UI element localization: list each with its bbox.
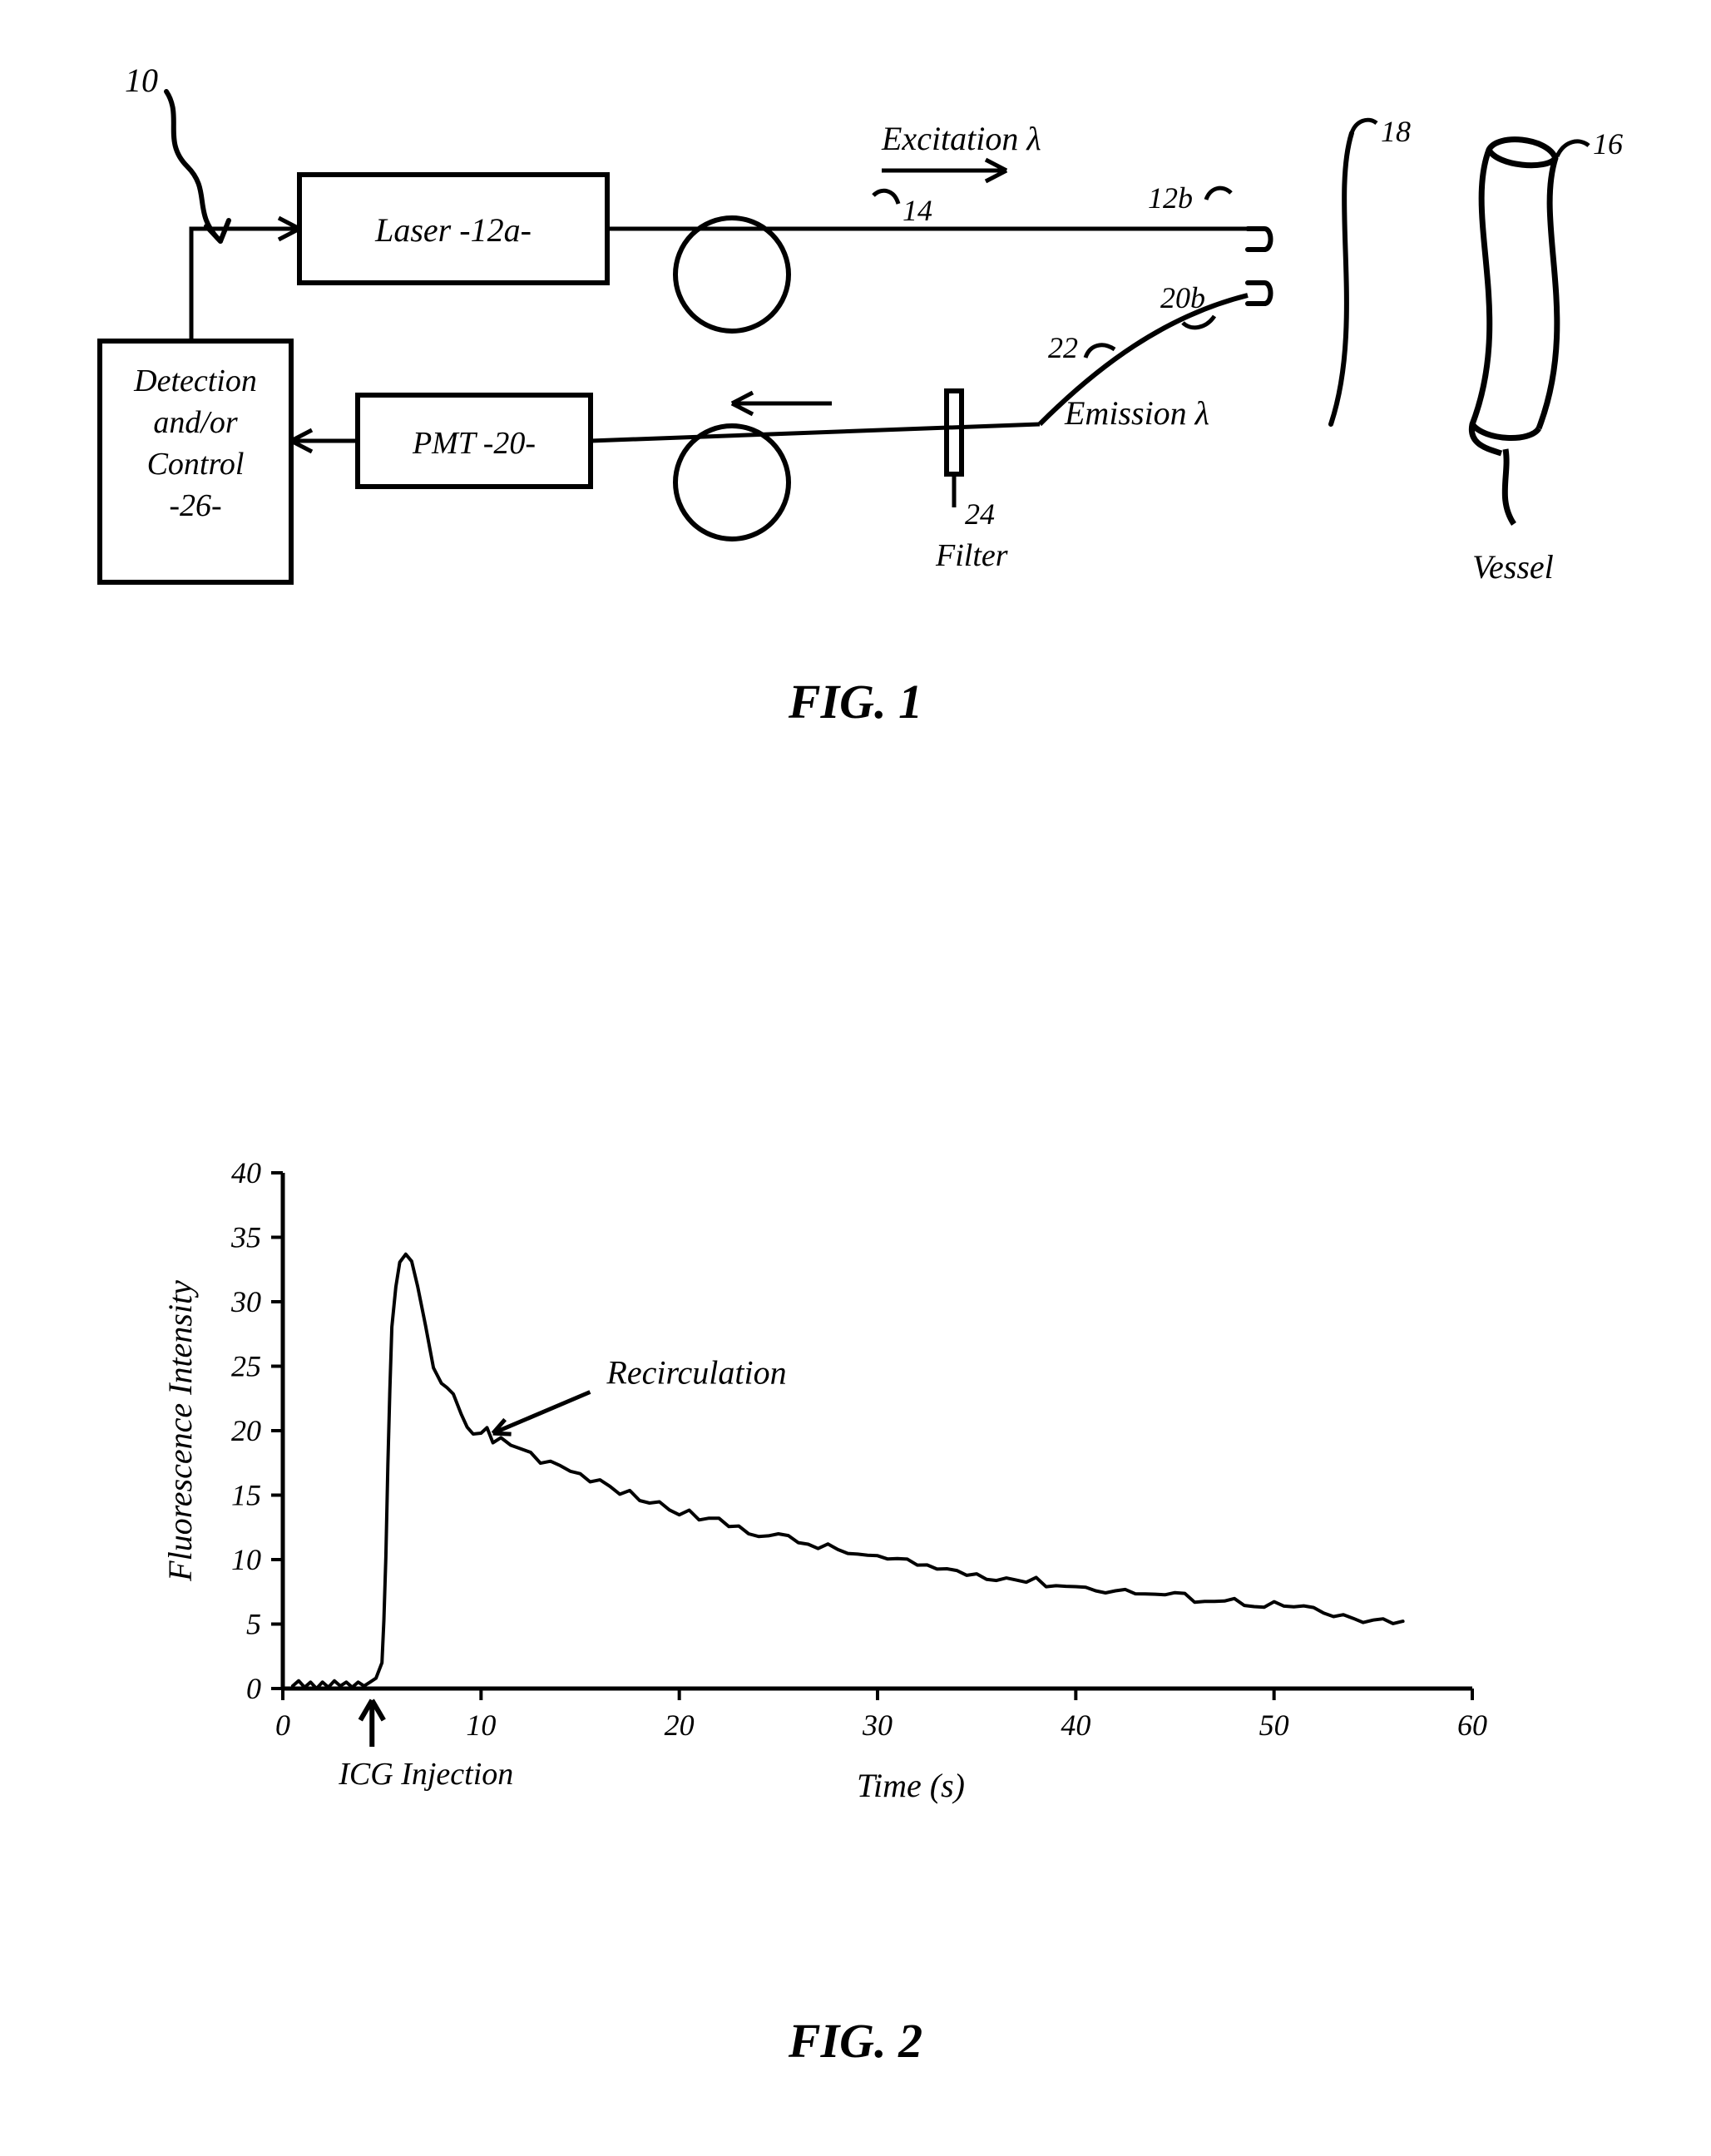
filter-label: Filter bbox=[935, 538, 1008, 573]
ref-16: 16 bbox=[1593, 127, 1623, 161]
excitation-label: Excitation λ bbox=[881, 120, 1041, 157]
fig2-chart: 0 10 20 30 40 50 60 0 5 10 15 20 25 30 35 40 Time (s) Flu… bbox=[0, 1106, 1711, 2021]
vessel-shape bbox=[1471, 140, 1557, 524]
ref-22: 22 bbox=[1048, 331, 1078, 364]
ref-24: 24 bbox=[965, 497, 995, 531]
filter-shape bbox=[947, 391, 962, 474]
recirculation-arrow bbox=[493, 1392, 591, 1434]
detection-line2: and/or bbox=[153, 405, 238, 440]
x-tick-label: 30 bbox=[862, 1708, 893, 1742]
ref-12b-hook bbox=[1206, 188, 1231, 200]
ref-14: 14 bbox=[902, 194, 932, 227]
y-axis-label: Fluorescence Intensity bbox=[161, 1280, 199, 1582]
pmt-label: PMT -20- bbox=[412, 426, 536, 461]
y-tick-label: 40 bbox=[231, 1156, 261, 1189]
y-tick-label: 0 bbox=[246, 1672, 261, 1705]
vessel-label: Vessel bbox=[1472, 548, 1554, 586]
y-tick-label: 10 bbox=[231, 1543, 261, 1576]
x-tick-label: 20 bbox=[665, 1708, 695, 1742]
emission-line bbox=[591, 424, 1040, 441]
fig1-caption: FIG. 1 bbox=[0, 674, 1711, 729]
lens-bottom bbox=[675, 426, 789, 539]
ref-12b: 12b bbox=[1148, 181, 1193, 215]
x-tick-label: 60 bbox=[1457, 1708, 1487, 1742]
x-tick-label: 40 bbox=[1061, 1708, 1090, 1742]
ref-18-hook bbox=[1352, 120, 1377, 133]
x-tick-label: 0 bbox=[275, 1708, 290, 1742]
x-tick-label: 10 bbox=[466, 1708, 496, 1742]
fiber-end-12b bbox=[1248, 229, 1271, 250]
ref-20b: 20b bbox=[1160, 281, 1205, 314]
fiber-end-20b bbox=[1248, 283, 1271, 304]
y-tick-label: 30 bbox=[230, 1285, 261, 1318]
laser-label: Laser -12a- bbox=[374, 211, 532, 249]
ref-22-hook bbox=[1085, 345, 1115, 358]
series-line bbox=[293, 1254, 1403, 1689]
ref-10: 10 bbox=[125, 62, 158, 99]
fig1-diagram: 10 Laser -12a- Detection and/or Control … bbox=[0, 33, 1711, 782]
tissue-surface bbox=[1331, 133, 1352, 424]
emission-label: Emission λ bbox=[1064, 394, 1209, 432]
detection-line4: -26- bbox=[169, 488, 221, 523]
x-axis-label: Time (s) bbox=[857, 1767, 965, 1804]
x-tick-label: 50 bbox=[1259, 1708, 1289, 1742]
ref-18: 18 bbox=[1381, 115, 1411, 148]
y-tick-label: 25 bbox=[231, 1350, 261, 1383]
y-tick-label: 35 bbox=[230, 1221, 261, 1254]
icg-label: ICG Injection bbox=[338, 1757, 513, 1792]
ref-14-hook bbox=[873, 190, 898, 204]
conn-detection-laser bbox=[191, 229, 299, 341]
fig2-caption: FIG. 2 bbox=[0, 2013, 1711, 2069]
ref-10-pointer bbox=[166, 91, 229, 241]
detection-line1: Detection bbox=[133, 363, 257, 398]
ref-16-hook bbox=[1557, 141, 1589, 156]
lens-top bbox=[675, 218, 789, 331]
y-tick-label: 20 bbox=[231, 1414, 261, 1447]
recirculation-label: Recirculation bbox=[606, 1354, 786, 1392]
y-tick-label: 15 bbox=[231, 1479, 261, 1512]
detection-line3: Control bbox=[147, 447, 245, 482]
y-tick-label: 5 bbox=[246, 1608, 261, 1641]
